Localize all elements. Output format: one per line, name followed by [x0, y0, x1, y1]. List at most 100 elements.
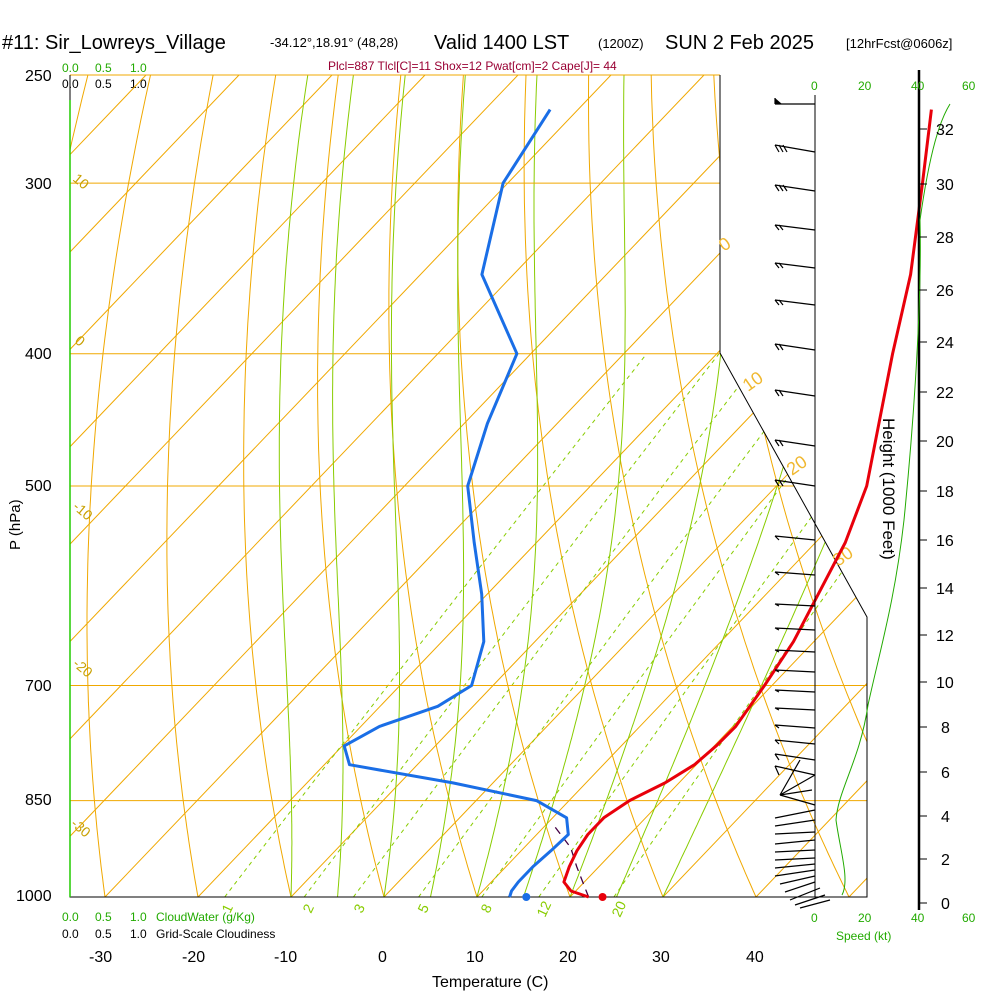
- wind-barb: [779, 759, 816, 806]
- wind-barb: [774, 98, 815, 105]
- scale-label: 0.0: [62, 61, 79, 75]
- height-tick-label: 32: [936, 122, 954, 139]
- wind-barb: [774, 809, 816, 835]
- temperature-tick-label: 30: [652, 949, 670, 966]
- station-coords: -34.12°,18.91° (48,28): [270, 35, 398, 50]
- wind-barb: [774, 739, 816, 745]
- wind-barb: [774, 765, 816, 776]
- wind-barb: [774, 343, 816, 351]
- surface-temperature-marker: [598, 893, 607, 901]
- isotherm-line: [70, 75, 333, 897]
- pressure-tick-label: 850: [25, 792, 52, 809]
- wind-barb: [774, 707, 816, 711]
- mixing-ratio-line: [224, 353, 648, 897]
- height-tick-label: 22: [936, 385, 954, 402]
- wind-barb: [789, 887, 831, 909]
- wind-barb: [774, 863, 816, 893]
- height-tick-label: 4: [941, 809, 950, 826]
- station-title: #11: Sir_Lowreys_Village: [2, 32, 226, 54]
- isotherm-line: [70, 75, 426, 897]
- dry-adiabat-line: [650, 75, 865, 897]
- pressure-tick-label: 250: [25, 68, 52, 85]
- wind-scale-label: 40: [911, 911, 925, 925]
- mixing-ratio-line: [303, 353, 720, 897]
- dry-adiabat-line: [388, 75, 487, 897]
- top-scale-green: 0.0 0.5 1.0: [62, 61, 147, 75]
- moist-adiabat-lines: [278, 75, 867, 897]
- forecast-info: [12hrFcst@0606z]: [846, 36, 952, 51]
- height-tick-label: 6: [941, 765, 950, 782]
- wind-barb: [774, 479, 816, 487]
- isotherm-line: [476, 75, 867, 897]
- height-axis: 0 2 4 6 8 10 12 14 16 18 20 22 24 26 28 …: [879, 122, 954, 913]
- pressure-axis: 250 300 400 500 700 850 1000 P (hPa): [7, 68, 52, 905]
- wind-barb: [774, 571, 816, 576]
- pressure-tick-label: 300: [25, 176, 52, 193]
- mixing-ratio-label: 12: [533, 898, 554, 919]
- moist-adiabat-line: [383, 75, 406, 897]
- temperature-tick-label: 40: [746, 949, 764, 966]
- wind-barb: [774, 689, 816, 693]
- moist-adiabat-line: [476, 75, 539, 897]
- wind-barb: [774, 753, 816, 761]
- wind-barb: [774, 603, 816, 607]
- dry-adiabat-line: [457, 75, 582, 897]
- height-tick-label: 12: [936, 628, 954, 645]
- height-tick-label: 8: [941, 720, 950, 737]
- wind-barb: [774, 184, 816, 192]
- valid-time: Valid 1400 LST: [434, 32, 569, 54]
- moist-adiabat-line: [662, 75, 867, 897]
- valid-date: SUN 2 Feb 2025: [665, 32, 814, 54]
- wind-barb: [774, 262, 816, 269]
- temperature-axis-title: Temperature (C): [432, 974, 548, 991]
- cloudwater-label: CloudWater (g/Kg): [156, 910, 255, 924]
- mixing-ratio-line: [353, 353, 764, 897]
- moist-adiabat-line: [430, 75, 466, 897]
- mixing-ratio-label: 2: [299, 901, 317, 915]
- theta-label: -20: [70, 655, 96, 680]
- height-tick-label: 20: [936, 434, 954, 451]
- temperature-axis: -30 -20 -10 0 10 20 30 40 Temperature (C…: [89, 949, 764, 991]
- pressure-tick-label: 1000: [16, 888, 52, 905]
- theta-label: 10: [70, 170, 92, 192]
- wind-barb-pennant: [775, 98, 782, 104]
- wind-barb: [774, 724, 816, 729]
- wind-barb: [774, 839, 816, 861]
- wind-barb: [774, 627, 816, 631]
- cloudiness-label: Grid-Scale Cloudiness: [156, 927, 275, 941]
- wind-barb: [774, 649, 816, 653]
- pressure-tick-label: 700: [25, 678, 52, 695]
- height-tick-label: 30: [936, 177, 954, 194]
- height-tick-label: 28: [936, 230, 954, 247]
- moist-adiabat-line: [332, 75, 354, 897]
- scale-label: 0.5: [95, 77, 112, 91]
- wind-barb: [774, 144, 816, 153]
- height-tick-label: 26: [936, 283, 954, 300]
- scale-label: 0.0: [62, 77, 79, 91]
- sounding-indices: Plcl=887 Tlcl[C]=11 Shox=12 Pwat[cm]=2 C…: [328, 59, 617, 73]
- wind-speed-panel: 0 20 40 60 0 20 40 60 Speed (kt): [811, 70, 976, 943]
- scale-label: 0.0: [62, 927, 79, 941]
- height-tick-label: 18: [936, 484, 954, 501]
- theta-label: 0: [72, 332, 88, 349]
- dry-adiabat-line: [243, 75, 299, 897]
- scale-label: 0.5: [95, 910, 112, 924]
- temperature-tick-label: -30: [89, 949, 112, 966]
- wind-scale-label: 40: [911, 79, 925, 93]
- height-tick-label: 10: [936, 675, 954, 692]
- wind-barb: [774, 669, 816, 673]
- wind-scale-label: 60: [962, 911, 976, 925]
- moist-adiabat-line: [278, 75, 309, 897]
- wind-speed-label: Speed (kt): [836, 929, 891, 943]
- mixing-ratio-line: [418, 353, 823, 897]
- temperature-tick-label: 10: [466, 949, 484, 966]
- top-scale-black: 0.0 0.5 1.0: [62, 77, 147, 91]
- isotherm-label: 0: [715, 233, 735, 255]
- scale-label: 0.5: [95, 61, 112, 75]
- height-tick-label: 16: [936, 533, 954, 550]
- wind-barb: [774, 535, 816, 541]
- mixing-ratio-label: 3: [350, 901, 368, 915]
- temperature-tick-label: 0: [378, 949, 387, 966]
- surface-dewpoint-marker: [522, 893, 531, 901]
